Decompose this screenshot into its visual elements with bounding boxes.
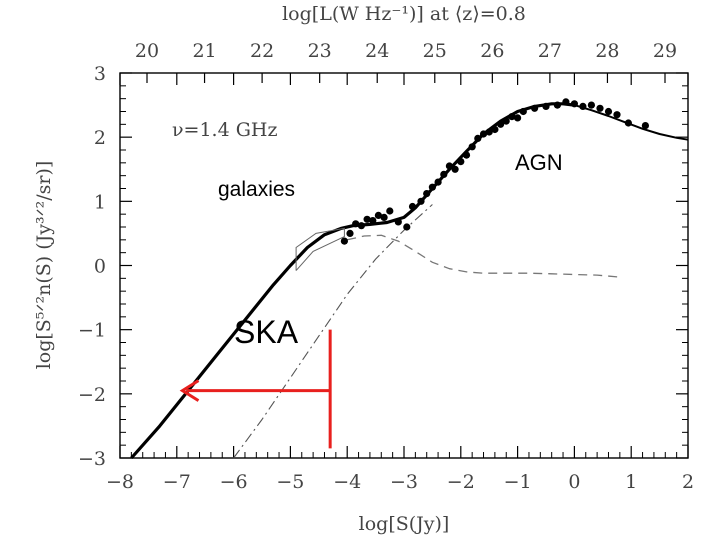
top-tick-label: 24 <box>365 40 389 62</box>
data-point <box>491 125 499 134</box>
y-tick-label: −1 <box>78 320 106 342</box>
x-tick-label: −1 <box>504 471 532 493</box>
ska-annotation: SKA <box>234 314 299 350</box>
agn-annotation: AGN <box>515 150 563 175</box>
y-axis-ticks: −3 −2 −1 0 1 2 3 <box>78 63 688 470</box>
data-point <box>451 165 459 173</box>
data-point <box>374 211 382 219</box>
data-point <box>457 158 465 166</box>
data-point <box>531 104 539 112</box>
data-point <box>357 222 365 230</box>
x-tick-label: 2 <box>682 471 694 493</box>
data-points <box>340 98 650 245</box>
data-point <box>641 122 650 130</box>
data-point <box>479 130 488 138</box>
dashed-series-line <box>347 234 620 278</box>
x-tick-label: −5 <box>276 471 304 493</box>
y-tick-label: 1 <box>94 191 106 213</box>
x-tick-label: −7 <box>163 471 191 493</box>
data-point <box>369 217 377 225</box>
top-tick-label: 21 <box>192 40 216 62</box>
data-point <box>474 134 482 142</box>
thin-solid-series-line <box>574 104 689 141</box>
data-point <box>403 223 411 231</box>
data-point <box>553 101 562 109</box>
top-tick-label: 29 <box>653 40 677 62</box>
y-tick-label: 2 <box>94 127 106 149</box>
data-point <box>514 114 522 122</box>
frequency-annotation: ν=1.4 GHz <box>172 119 277 141</box>
data-point <box>596 104 604 112</box>
top-tick-label: 22 <box>250 40 274 62</box>
top-axis-ticks: 20 21 22 23 24 25 26 27 28 29 <box>135 40 677 83</box>
x-tick-label: −3 <box>390 471 418 493</box>
series-layer <box>130 102 689 460</box>
data-point <box>434 178 442 186</box>
ska-limit-marker <box>179 329 332 449</box>
data-point <box>587 101 596 109</box>
top-axis-title: log[L(W Hz⁻¹)] at ⟨z⟩=0.8 <box>282 3 526 25</box>
x-tick-label: 1 <box>625 471 637 493</box>
data-point <box>570 100 579 108</box>
data-point <box>579 102 587 110</box>
data-point <box>542 102 550 110</box>
y-axis-title: log[S⁵ᐟ²n(S) (Jy³ᐟ²/sr)] <box>33 161 55 370</box>
top-tick-label: 23 <box>308 40 332 62</box>
data-point <box>408 202 417 211</box>
x-tick-label: −8 <box>106 471 134 493</box>
data-point <box>562 98 570 106</box>
data-point <box>468 143 476 151</box>
x-tick-label: −6 <box>220 471 248 493</box>
y-tick-label: 3 <box>94 63 106 85</box>
data-point <box>380 213 388 221</box>
data-point <box>497 120 505 128</box>
y-tick-label: −3 <box>78 448 106 470</box>
top-tick-label: 26 <box>480 40 504 62</box>
data-point <box>352 220 360 228</box>
y-tick-label: 0 <box>94 256 106 278</box>
data-point <box>502 117 510 125</box>
ska-arrow-head <box>179 379 200 402</box>
top-tick-label: 28 <box>595 40 619 62</box>
data-point <box>485 128 493 136</box>
data-point <box>340 237 348 245</box>
galaxies-annotation: galaxies <box>218 178 295 201</box>
model-box-outline <box>295 227 345 271</box>
y-tick-label: −2 <box>78 384 106 406</box>
top-tick-label: 25 <box>423 40 447 62</box>
x-tick-label: −4 <box>333 471 361 493</box>
x-axis-ticks: −8 −7 −6 −5 −4 −3 −2 −1 0 1 2 <box>106 73 694 493</box>
thick-solid-series-line <box>130 102 575 460</box>
data-point <box>346 229 354 237</box>
data-point <box>440 170 448 178</box>
data-point <box>423 190 431 198</box>
data-point <box>613 111 621 119</box>
data-point <box>519 107 527 116</box>
data-point <box>462 151 471 159</box>
x-axis-title: log[S(Jy)] <box>359 513 450 535</box>
x-tick-label: −2 <box>447 471 475 493</box>
data-point <box>363 215 371 223</box>
data-point <box>394 218 402 226</box>
data-point <box>604 107 613 116</box>
data-point <box>445 162 453 170</box>
data-point <box>386 207 394 215</box>
data-point <box>508 113 516 121</box>
data-point <box>417 197 425 205</box>
data-point <box>428 183 436 191</box>
data-point <box>624 119 633 127</box>
x-tick-label: 0 <box>568 471 580 493</box>
top-tick-label: 27 <box>538 40 562 62</box>
top-tick-label: 20 <box>135 40 159 62</box>
